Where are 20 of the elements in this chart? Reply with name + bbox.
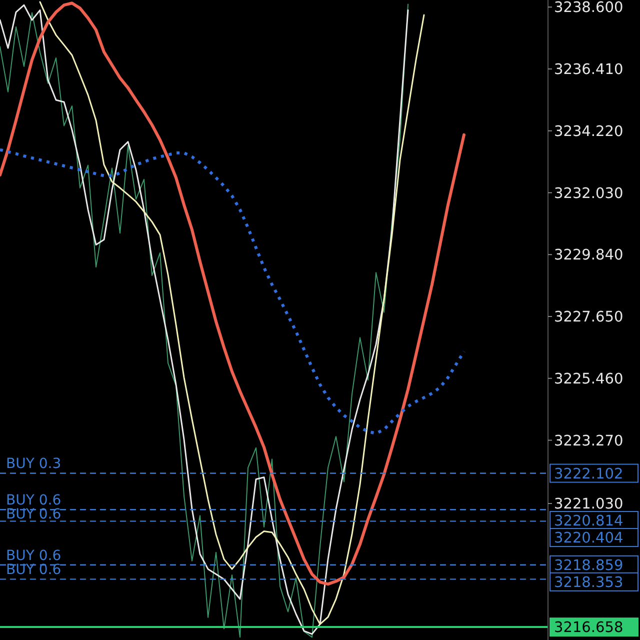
ref-line-label: BUY 0.6: [6, 548, 62, 564]
y-tick-label: 3223.270: [554, 433, 624, 450]
ref-line-label: BUY 0.6: [6, 492, 62, 509]
y-tick-label: 3221.030: [554, 496, 624, 513]
text: 3222.102: [554, 466, 624, 482]
text: 3216.658: [554, 620, 624, 636]
text: 3220.814: [554, 514, 624, 530]
text: 3220.404: [554, 530, 624, 547]
y-tick-label: 3238.600: [554, 0, 624, 16]
line-series: [0, 2, 466, 586]
y-tick-label: 3236.410: [554, 62, 624, 78]
y-tick-label: 3232.030: [554, 186, 624, 202]
line-series: [0, 148, 466, 435]
y-tick-label: 3227.650: [554, 310, 624, 326]
text: 3218.859: [554, 558, 624, 574]
y-tick-label: 3234.220: [554, 124, 624, 140]
text: 3218.353: [554, 574, 624, 591]
y-tick-label: 3229.840: [554, 248, 624, 264]
ref-line-label: BUY 0.3: [6, 456, 62, 472]
y-tick-label: 3225.460: [554, 371, 624, 388]
